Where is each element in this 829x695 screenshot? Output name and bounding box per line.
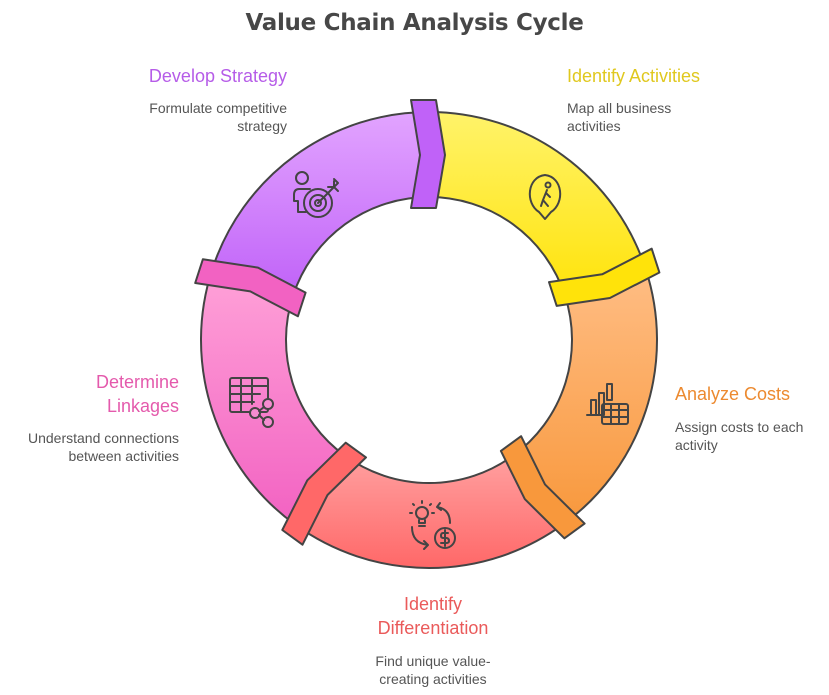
desc-line: Map all business xyxy=(567,100,672,116)
desc-line: Assign costs to each xyxy=(675,419,804,435)
desc-line: activity xyxy=(675,437,718,453)
title-line: Identify xyxy=(403,594,463,614)
step-title-analyze-costs: Analyze Costs xyxy=(675,382,790,406)
location-pin-walker-icon xyxy=(529,174,561,220)
step-title-identify-activities: Identify Activities xyxy=(567,64,700,88)
title-line: Analyze Costs xyxy=(675,384,791,404)
step-desc-identify-differentiation: Find unique value-creating activities xyxy=(333,652,533,688)
desc-line: between activities xyxy=(68,448,179,464)
idea-money-cycle-icon xyxy=(409,500,456,550)
connector-tab-analyze-costs xyxy=(499,435,586,540)
step-desc-determine-linkages: Understand connections between activities xyxy=(0,429,179,465)
desc-line: Find unique value- xyxy=(375,653,491,669)
title-line: Linkages xyxy=(106,396,179,416)
desc-line: strategy xyxy=(237,118,287,134)
connector-tab-identify-differentiation xyxy=(281,441,367,546)
desc-line: creating activities xyxy=(379,671,487,687)
person-target-icon xyxy=(293,171,339,218)
desc-line: Formulate competitive xyxy=(149,100,287,116)
table-share-icon xyxy=(229,377,274,428)
title-line: Identify Activities xyxy=(567,66,701,86)
step-desc-analyze-costs: Assign costs to each activity xyxy=(675,418,803,454)
connector-tab-identify-activities xyxy=(548,247,661,307)
bar-chart-table-icon xyxy=(586,383,629,425)
step-title-identify-differentiation: Identify Differentiation xyxy=(333,592,533,640)
title-line: Differentiation xyxy=(377,618,489,638)
step-desc-identify-activities: Map all business activities xyxy=(567,99,671,135)
diagram-title: Value Chain Analysis Cycle xyxy=(245,10,584,36)
step-title-determine-linkages: Determine Linkages xyxy=(0,370,179,418)
desc-line: activities xyxy=(567,118,621,134)
step-desc-develop-strategy: Formulate competitive strategy xyxy=(0,99,287,135)
connector-tab-determine-linkages xyxy=(194,258,307,318)
title-line: Develop Strategy xyxy=(148,66,287,86)
step-title-develop-strategy: Develop Strategy xyxy=(0,64,287,88)
desc-line: Understand connections xyxy=(28,430,179,446)
title-line: Determine xyxy=(95,372,179,392)
connector-tab-develop-strategy xyxy=(410,99,446,209)
